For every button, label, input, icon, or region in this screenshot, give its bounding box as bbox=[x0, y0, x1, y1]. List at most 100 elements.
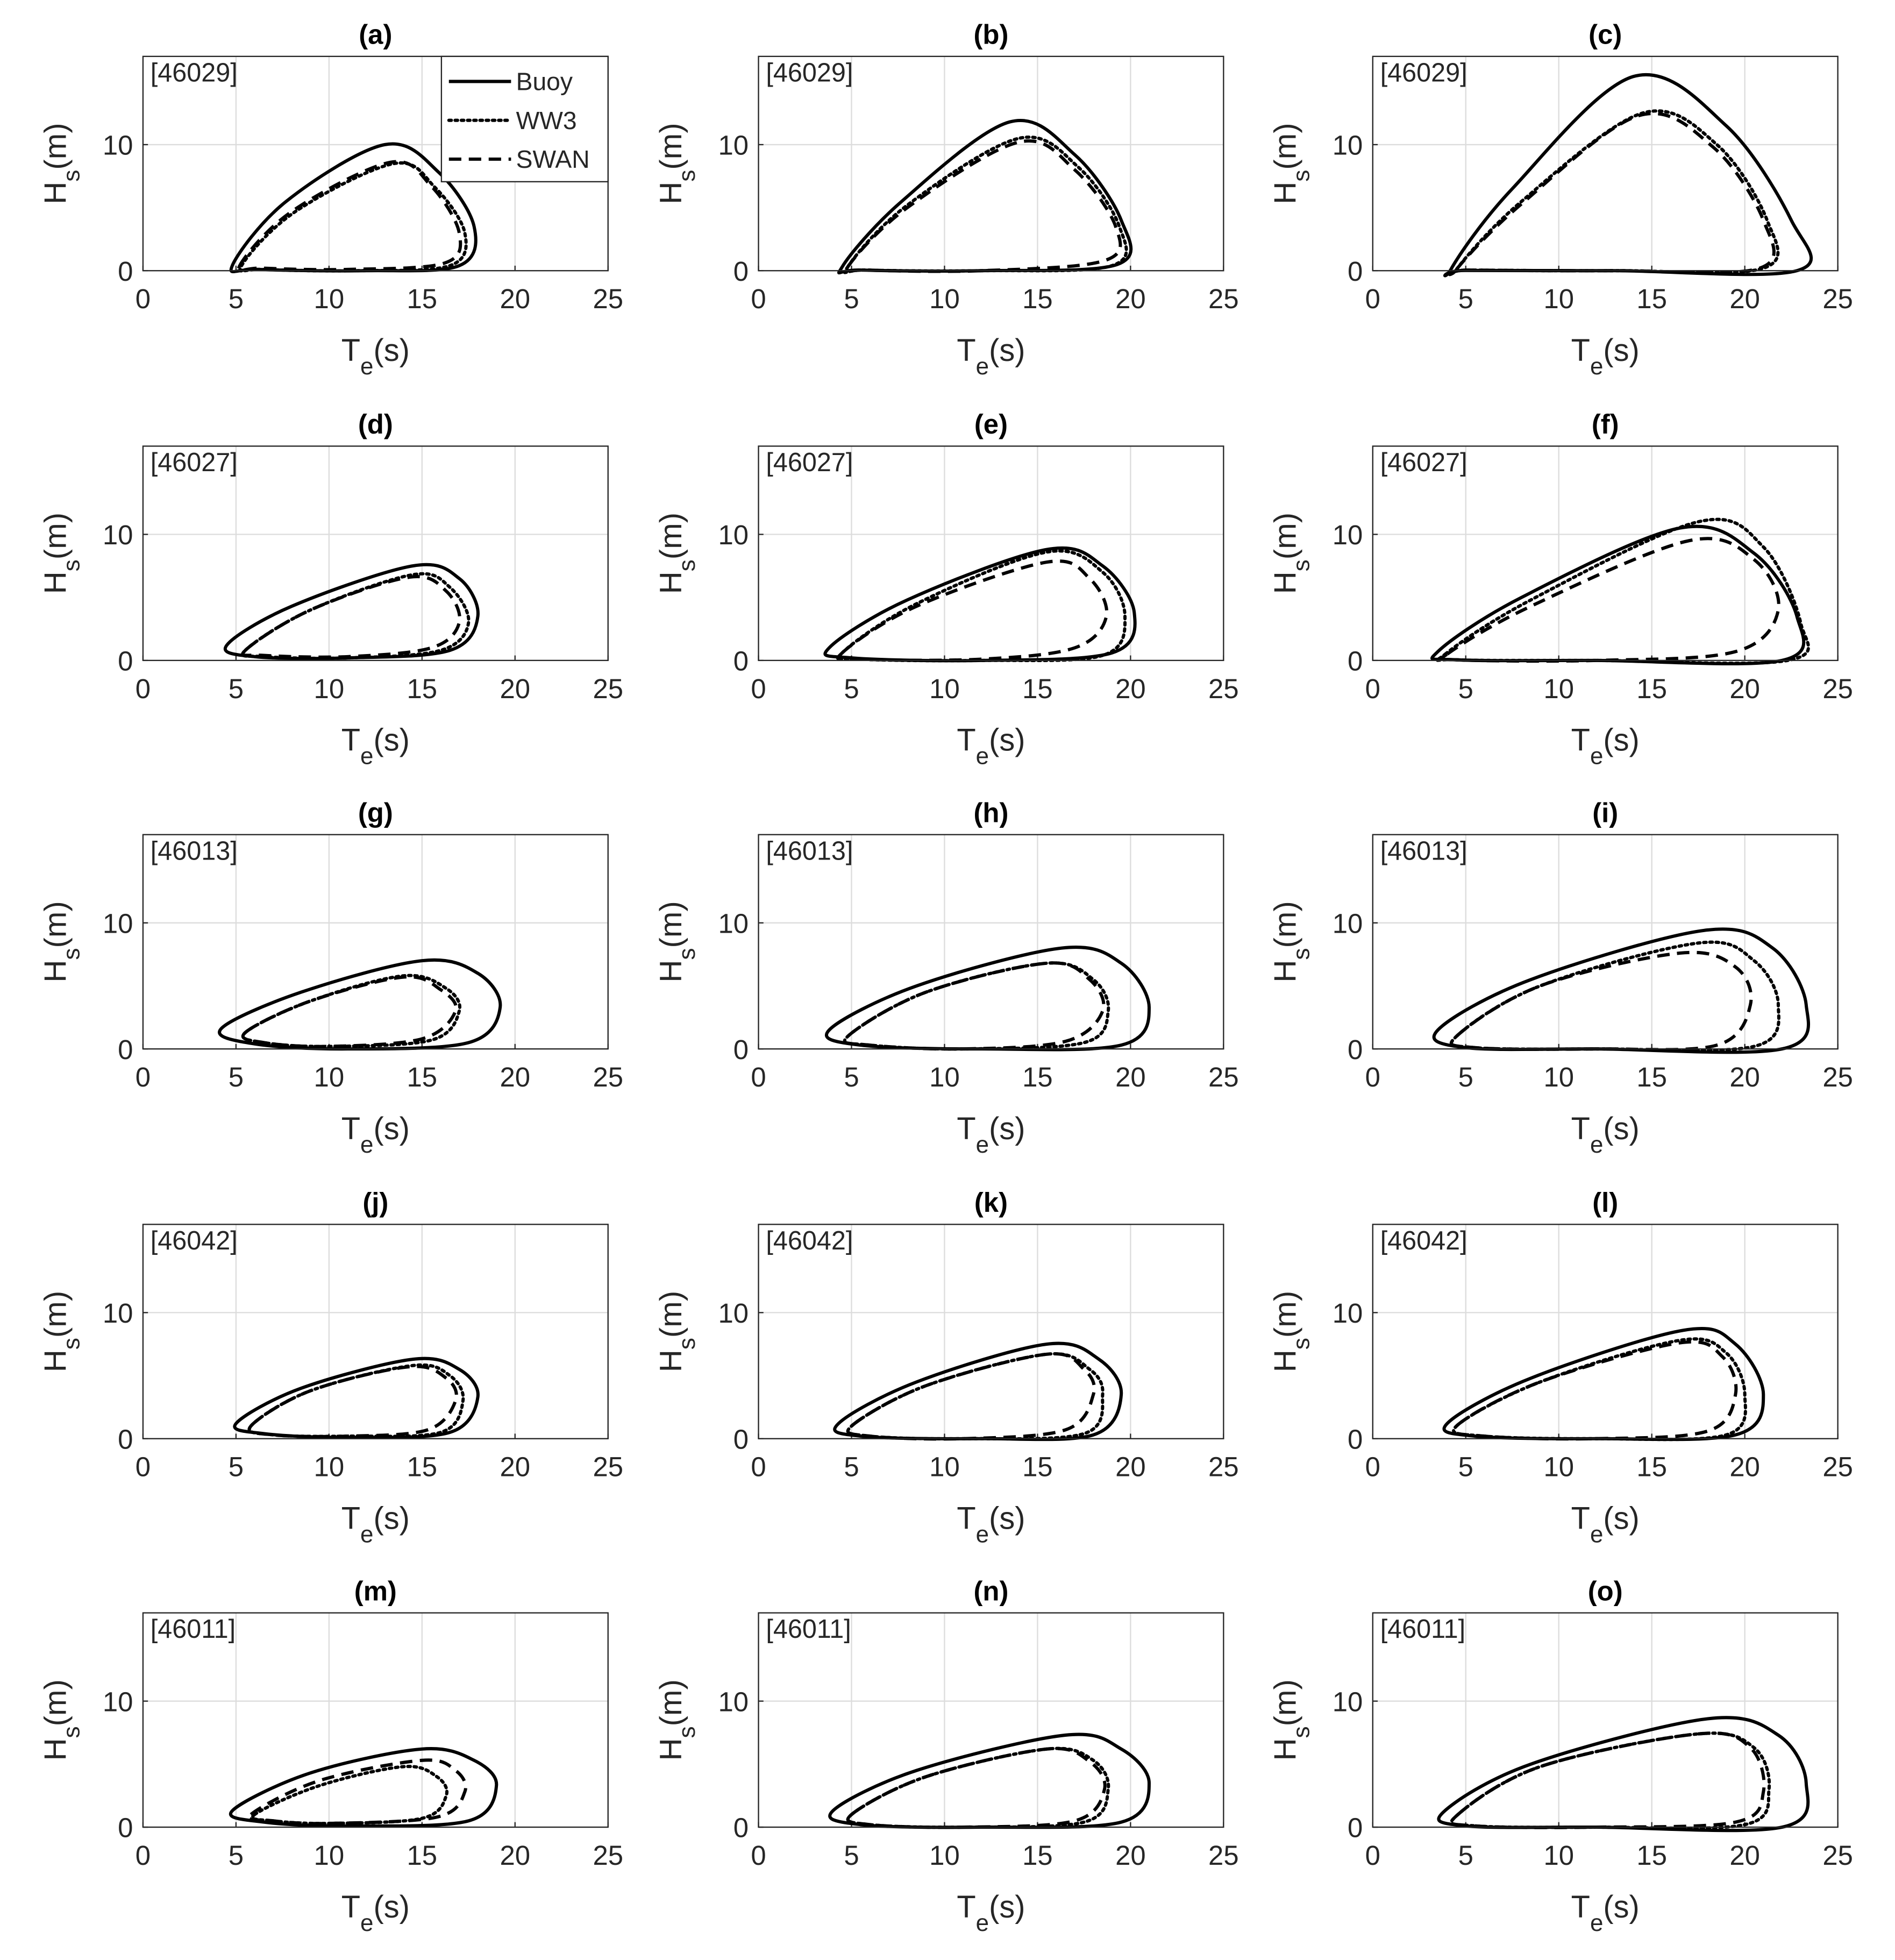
x-tick-label: 25 bbox=[1208, 673, 1239, 704]
x-tick-label: 10 bbox=[929, 283, 960, 314]
x-axis-label-part: e bbox=[976, 353, 989, 379]
station-label: [46027] bbox=[1380, 448, 1467, 477]
x-tick-label: 0 bbox=[751, 673, 766, 704]
x-axis-label-part: T bbox=[957, 1501, 975, 1536]
y-axis-label-part: s bbox=[674, 170, 700, 182]
station-label: [46042] bbox=[1380, 1226, 1467, 1255]
plot-frame bbox=[142, 834, 609, 1050]
panel: 0 5 10 15 20 25 0 10 (l) [46042] Te(s) Hs(m) bbox=[1268, 1187, 1853, 1547]
x-axis-label-part: T bbox=[1571, 1111, 1590, 1146]
plot-area bbox=[758, 446, 1224, 661]
y-axis-label: Hs(m) bbox=[38, 901, 84, 982]
x-tick-label: 10 bbox=[314, 1451, 345, 1482]
y-axis-label-part: H bbox=[653, 1350, 688, 1372]
x-axis-label-part: T bbox=[341, 1501, 360, 1536]
x-axis-label-part: e bbox=[360, 1521, 373, 1547]
x-tick-label: 15 bbox=[1636, 1062, 1667, 1092]
y-tick-label: 10 bbox=[103, 130, 133, 160]
y-axis-label: Hs(m) bbox=[653, 901, 700, 982]
x-tick-label: 10 bbox=[929, 1840, 960, 1871]
x-tick-label: 5 bbox=[844, 1840, 859, 1871]
x-axis-label-part: (s) bbox=[374, 333, 410, 368]
y-axis-label-part: s bbox=[58, 170, 84, 182]
y-axis-label-part: s bbox=[674, 559, 700, 571]
y-axis-label-part: s bbox=[58, 948, 84, 960]
x-tick-label: 20 bbox=[500, 1451, 530, 1482]
x-tick-label: 0 bbox=[136, 1840, 151, 1871]
y-tick-label: 10 bbox=[103, 1686, 133, 1717]
plot-frame bbox=[1372, 1224, 1839, 1439]
x-tick-label: 5 bbox=[844, 673, 859, 704]
x-tick-label: 20 bbox=[1729, 1451, 1760, 1482]
y-axis-label: Hs(m) bbox=[38, 1291, 84, 1372]
x-axis-label-part: e bbox=[976, 1521, 989, 1547]
y-tick-label: 0 bbox=[118, 256, 133, 287]
x-tick-label: 25 bbox=[593, 1062, 623, 1092]
panel-title: (f) bbox=[1592, 409, 1619, 439]
x-tick-label: 15 bbox=[407, 283, 438, 314]
y-axis-label-part: (m) bbox=[653, 1679, 688, 1726]
x-tick-label: 5 bbox=[1458, 283, 1473, 314]
panel: 0 5 10 15 20 25 0 10 (d) [46027] Te(s) Hs(m) bbox=[38, 409, 623, 769]
x-axis-label: Te(s) bbox=[957, 1501, 1025, 1547]
y-axis-label: Hs(m) bbox=[1268, 123, 1314, 204]
y-axis-label-part: H bbox=[653, 960, 688, 983]
plot-area bbox=[1372, 1613, 1838, 1828]
plot-area bbox=[758, 834, 1224, 1049]
plot-area bbox=[758, 56, 1224, 271]
station-label: [46011] bbox=[766, 1615, 851, 1644]
y-axis-label-part: s bbox=[1288, 1726, 1314, 1738]
x-axis-label: Te(s) bbox=[341, 1111, 410, 1158]
plot-frame bbox=[758, 1224, 1224, 1439]
x-tick-label: 15 bbox=[407, 1062, 438, 1092]
y-axis-label-part: (m) bbox=[1268, 1679, 1303, 1726]
y-tick-label: 10 bbox=[1333, 1298, 1363, 1329]
plot-area bbox=[143, 446, 608, 661]
y-axis-label-part: H bbox=[38, 1350, 73, 1372]
station-label: [46027] bbox=[766, 448, 853, 477]
contour-line bbox=[237, 160, 462, 272]
panel-title: (i) bbox=[1592, 797, 1618, 828]
x-axis-label-part: e bbox=[360, 353, 373, 379]
y-axis-label-part: (m) bbox=[38, 1291, 73, 1338]
x-tick-label: 0 bbox=[1365, 673, 1380, 704]
x-axis-label: Te(s) bbox=[341, 1501, 410, 1547]
x-tick-label: 20 bbox=[1115, 1062, 1146, 1092]
x-tick-label: 15 bbox=[407, 1840, 438, 1871]
x-tick-label: 10 bbox=[1543, 673, 1574, 704]
contour-line bbox=[229, 1747, 498, 1828]
x-tick-label: 20 bbox=[1729, 1840, 1760, 1871]
plot-area bbox=[1372, 446, 1838, 661]
plot-frame bbox=[1372, 834, 1839, 1050]
x-axis-label: Te(s) bbox=[341, 1890, 410, 1936]
x-tick-label: 15 bbox=[1022, 1451, 1053, 1482]
x-axis-label-part: e bbox=[360, 1909, 373, 1936]
contour-line bbox=[247, 1758, 467, 1826]
x-axis-label-part: (s) bbox=[989, 333, 1025, 368]
y-tick-label: 0 bbox=[733, 256, 749, 287]
x-tick-label: 10 bbox=[929, 1451, 960, 1482]
x-tick-label: 20 bbox=[1115, 673, 1146, 704]
x-tick-label: 10 bbox=[1543, 1062, 1574, 1092]
panel-title: (h) bbox=[973, 797, 1008, 828]
x-tick-label: 0 bbox=[1365, 283, 1380, 314]
panel: 0 5 10 15 20 25 0 10 (n) [46011] Te(s) Hs(m) bbox=[653, 1575, 1238, 1936]
x-tick-label: 5 bbox=[229, 673, 244, 704]
x-axis-label-part: (s) bbox=[374, 1501, 410, 1536]
x-tick-label: 10 bbox=[314, 673, 345, 704]
x-axis-label-part: e bbox=[1590, 353, 1603, 379]
x-axis-label-part: e bbox=[976, 743, 989, 769]
station-label: [46011] bbox=[1380, 1615, 1465, 1644]
y-axis-label-part: H bbox=[653, 182, 688, 204]
panel: 0 5 10 15 20 25 0 10 (k) [46042] Te(s) Hs(m) bbox=[653, 1187, 1238, 1547]
y-axis-label-part: s bbox=[1288, 559, 1314, 571]
x-axis-label-part: T bbox=[957, 333, 975, 368]
contour-line bbox=[238, 161, 468, 273]
plot-frame bbox=[142, 445, 609, 662]
y-tick-label: 0 bbox=[118, 1034, 133, 1065]
x-axis-label-part: (s) bbox=[1603, 1111, 1639, 1146]
x-tick-label: 20 bbox=[1729, 1062, 1760, 1092]
x-axis-label-part: e bbox=[976, 1131, 989, 1157]
x-tick-label: 20 bbox=[500, 1062, 530, 1092]
